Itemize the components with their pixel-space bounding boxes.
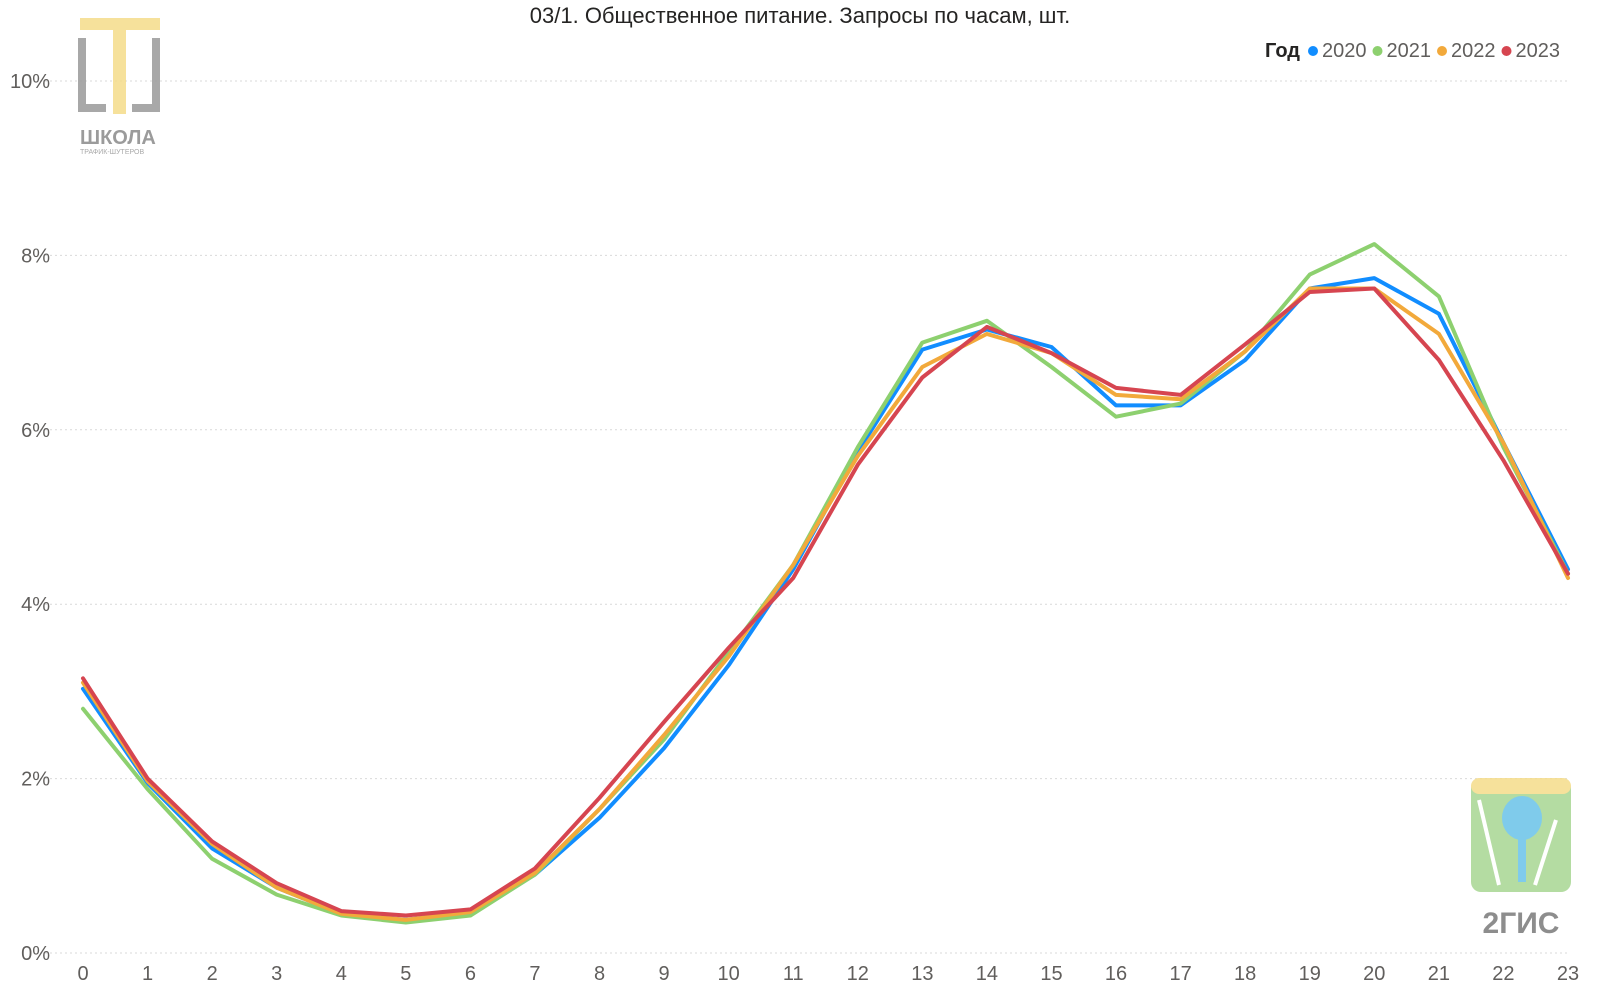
legend-marker [1308, 46, 1318, 56]
2gis-logo-text: 2ГИС [1483, 907, 1560, 940]
x-tick-label: 3 [271, 963, 282, 985]
x-tick-label: 10 [718, 963, 740, 985]
gridlines [40, 80, 1568, 954]
x-tick-label: 11 [783, 963, 804, 985]
x-tick-label: 12 [847, 963, 869, 985]
y-tick-label: 4% [21, 594, 50, 616]
y-tick-label: 10% [10, 71, 50, 93]
x-tick-label: 7 [529, 963, 540, 985]
x-tick-label: 18 [1234, 963, 1256, 985]
legend-marker [1501, 46, 1512, 56]
x-tick-label: 16 [1105, 963, 1127, 985]
y-axis-ticks: 0% 2% 4% 6% 8% 10% [10, 71, 50, 965]
x-tick-label: 1 [142, 963, 153, 985]
x-tick-label: 13 [911, 963, 933, 985]
legend-label: 2023 [1516, 40, 1561, 62]
x-tick-label: 6 [465, 963, 476, 985]
y-tick-label: 6% [21, 420, 50, 442]
series-line-2023 [81, 286, 1570, 918]
school-logo-subtext: ТРАФИК-ШУТЕРОВ [80, 149, 144, 156]
series-line-2020 [81, 276, 1570, 922]
x-tick-label: 4 [336, 963, 347, 985]
x-tick-label: 9 [659, 963, 670, 985]
x-tick-label: 19 [1299, 963, 1321, 985]
series-line-2022 [81, 286, 1570, 922]
series-line-2021 [81, 242, 1570, 925]
x-tick-label: 23 [1557, 963, 1579, 985]
legend-marker [1372, 46, 1383, 56]
x-tick-label: 22 [1492, 963, 1514, 985]
x-tick-label: 15 [1040, 963, 1062, 985]
x-tick-label: 21 [1428, 963, 1450, 985]
legend-label: 2021 [1387, 40, 1432, 62]
x-tick-label: 20 [1363, 963, 1385, 985]
x-tick-label: 8 [594, 963, 605, 985]
chart-title: 03/1. Общественное питание. Запросы по ч… [529, 3, 1071, 28]
school-logo-text: ШКОЛА [80, 127, 156, 149]
y-tick-label: 8% [21, 245, 50, 267]
y-tick-label: 2% [21, 769, 50, 791]
legend: 2023 2022 2021 2020 Год [1265, 40, 1560, 62]
x-tick-label: 0 [77, 963, 88, 985]
legend-label: 2022 [1451, 40, 1496, 62]
legend-title: Год [1265, 40, 1300, 62]
legend-marker [1437, 46, 1447, 56]
x-tick-label: 14 [976, 963, 998, 985]
series-lines [81, 242, 1570, 925]
x-tick-label: 17 [1169, 963, 1191, 985]
legend-label: 2020 [1322, 40, 1367, 62]
y-tick-label: 0% [21, 943, 50, 965]
school-logo: ШКОЛА ТРАФИК-ШУТЕРОВ [78, 18, 160, 156]
x-axis-ticks: 0 1 2 3 4 5 6 7 8 9 10 11 12 13 14 15 16 17 18 19 20 21 22 23 [77, 963, 1579, 985]
x-tick-label: 5 [400, 963, 411, 985]
2gis-logo: 2ГИС [1471, 778, 1571, 940]
x-tick-label: 2 [207, 963, 218, 985]
